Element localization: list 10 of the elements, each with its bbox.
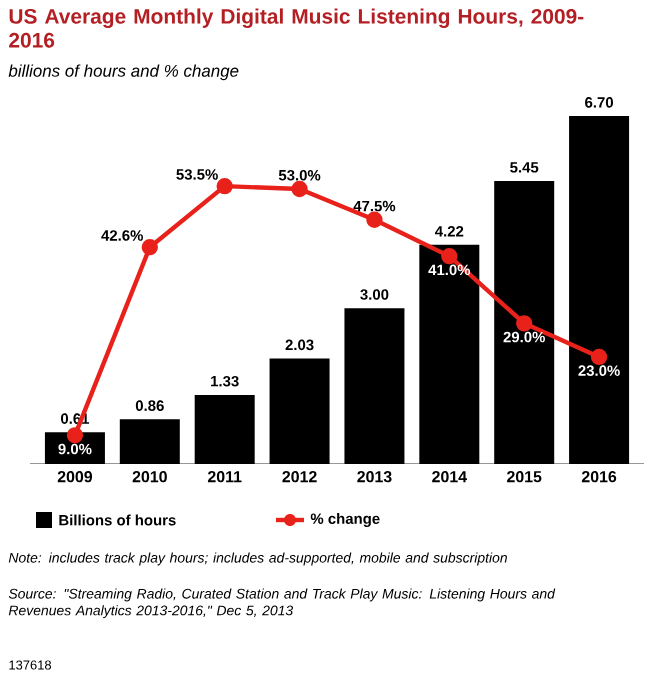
chart-title: US Average Monthly Digital Music Listening Hours, 2009-2016: [9, 8, 584, 48]
chart-subtitle: billions of hours and % change: [8, 64, 239, 81]
point: [366, 211, 383, 228]
point: [590, 348, 608, 366]
point: [216, 178, 233, 195]
point: [441, 247, 458, 265]
point: [66, 427, 84, 444]
point: [291, 180, 308, 198]
point: [141, 239, 158, 256]
point: [516, 315, 533, 332]
